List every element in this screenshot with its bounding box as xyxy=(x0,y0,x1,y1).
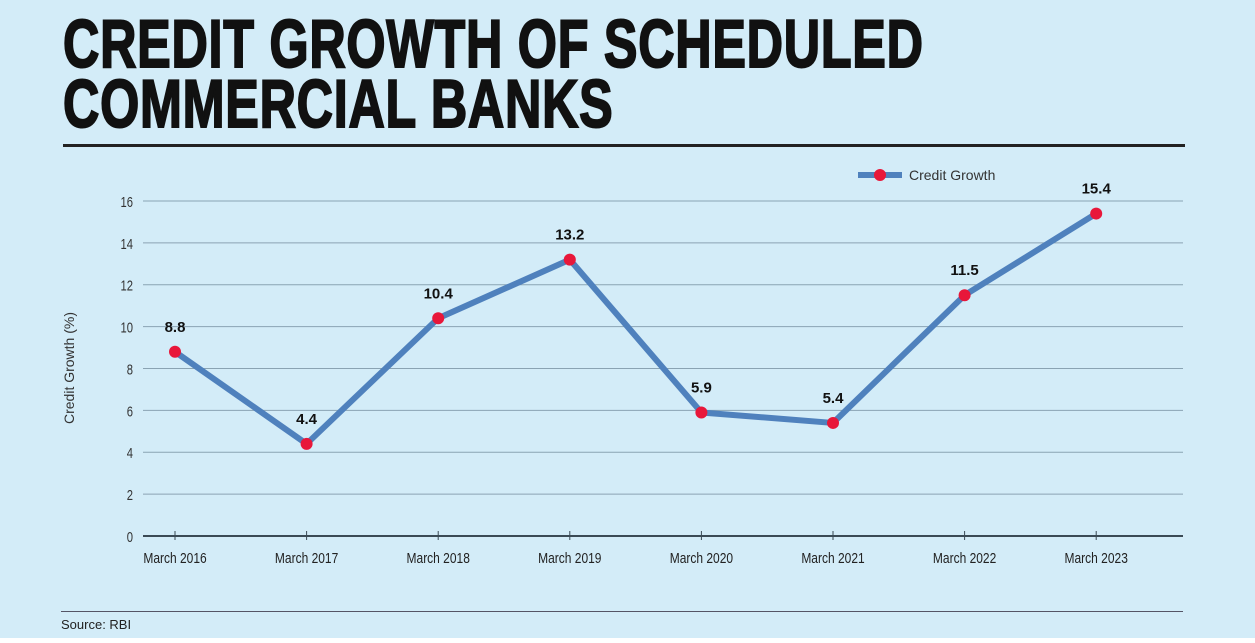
y-axis-label: Credit Growth (%) xyxy=(61,312,77,424)
data-label: 15.4 xyxy=(1082,181,1112,198)
data-label: 13.2 xyxy=(555,227,584,244)
source-divider xyxy=(61,611,1183,612)
chart-title-line-2: COMMERCIAL BANKS xyxy=(62,66,614,142)
x-tick-label: March 2020 xyxy=(670,550,734,567)
y-tick-label: 4 xyxy=(127,445,133,462)
x-tick-label: March 2017 xyxy=(275,550,338,567)
y-tick-label: 2 xyxy=(127,487,133,504)
data-point xyxy=(695,406,708,419)
data-point xyxy=(169,345,181,358)
data-label: 11.5 xyxy=(950,262,978,279)
data-point xyxy=(827,416,839,429)
legend-label: Credit Growth xyxy=(909,167,995,183)
y-tick-label: 12 xyxy=(120,277,133,294)
y-tick-label: 6 xyxy=(127,403,133,420)
data-label: 4.4 xyxy=(296,411,318,428)
data-label: 5.4 xyxy=(823,390,845,407)
source-note: Source: RBI xyxy=(61,617,132,632)
data-point xyxy=(300,437,313,450)
y-tick-label: 16 xyxy=(120,193,133,210)
y-tick-label: 10 xyxy=(120,319,133,336)
legend-marker xyxy=(874,169,886,181)
data-point xyxy=(958,289,971,302)
y-tick-label: 14 xyxy=(120,235,133,252)
series-line-credit-growth xyxy=(173,211,1098,447)
x-tick-label: March 2021 xyxy=(801,550,864,567)
data-point xyxy=(1090,207,1103,220)
data-point xyxy=(563,253,576,266)
x-tick-label: March 2016 xyxy=(143,550,206,567)
x-tick-label: March 2019 xyxy=(538,550,601,567)
x-tick-label: March 2022 xyxy=(933,550,996,567)
x-tick-label: March 2018 xyxy=(407,550,470,567)
data-label: 8.8 xyxy=(165,319,186,336)
y-tick-label: 0 xyxy=(127,528,133,545)
chart-title-line-1: CREDIT GROWTH OF SCHEDULED xyxy=(62,6,924,82)
data-point xyxy=(432,312,445,325)
data-label: 10.4 xyxy=(424,285,454,302)
x-tick-label: March 2023 xyxy=(1065,550,1128,567)
data-label: 5.9 xyxy=(691,379,712,396)
title-divider xyxy=(63,144,1185,147)
y-tick-label: 8 xyxy=(127,361,133,378)
